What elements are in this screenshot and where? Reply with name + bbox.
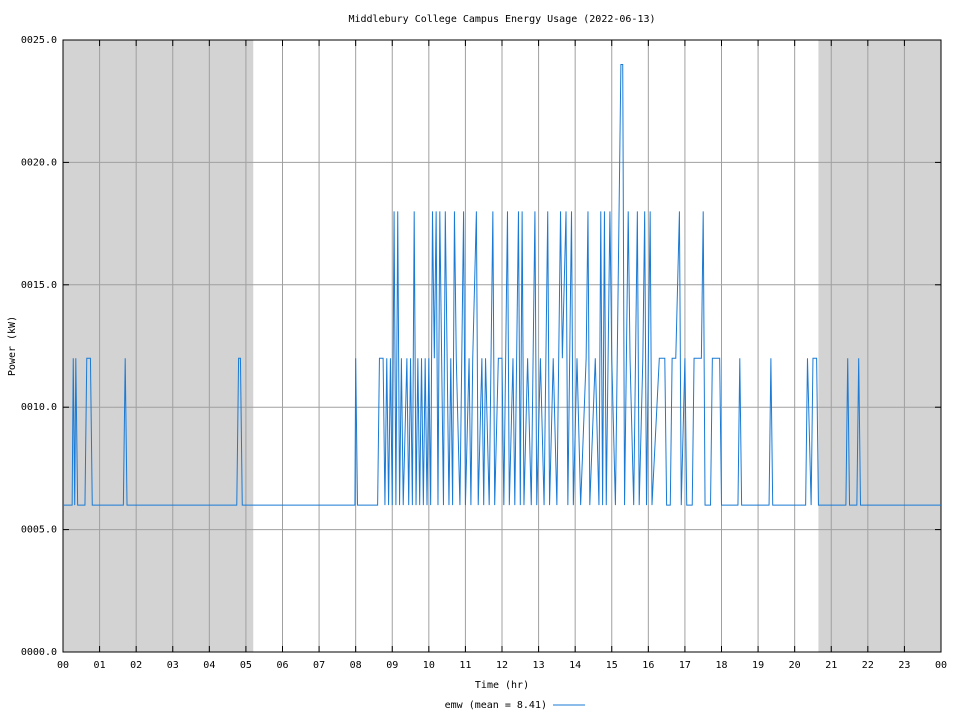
x-tick-label: 04 [203,660,215,671]
shaded-region [63,40,254,652]
x-tick-label: 05 [240,660,252,671]
x-tick-label: 14 [569,660,581,671]
x-tick-label: 23 [898,660,910,671]
x-tick-label: 03 [167,660,179,671]
y-tick-label: 0005.0 [21,525,57,536]
x-tick-label: 19 [752,660,764,671]
x-tick-label: 22 [862,660,874,671]
legend-label: emw (mean = 8.41) [445,700,547,711]
data-line [63,63,941,506]
x-tick-label: 00 [57,660,69,671]
y-axis-label: Power (kW) [7,316,18,376]
y-tick-label: 0010.0 [21,402,57,413]
x-axis-label: Time (hr) [475,680,529,691]
x-tick-label: 11 [459,660,471,671]
shaded-region [818,40,941,652]
plot-frame [62,39,942,653]
x-tick-label: 18 [715,660,727,671]
x-tick-label: 07 [313,660,325,671]
y-tick-label: 0015.0 [21,280,57,291]
x-tick-label: 16 [642,660,654,671]
x-tick-label: 15 [606,660,618,671]
x-tick-label: 02 [130,660,142,671]
x-tick-label: 12 [496,660,508,671]
chart-title: Middlebury College Campus Energy Usage (… [348,14,655,25]
y-tick-label: 0000.0 [21,647,57,658]
x-tick-label: 13 [533,660,545,671]
x-tick-label: 10 [423,660,435,671]
x-tick-label: 00 [935,660,947,671]
x-tick-label: 01 [94,660,106,671]
x-tick-label: 08 [350,660,362,671]
x-tick-label: 21 [825,660,837,671]
x-tick-label: 17 [679,660,691,671]
y-tick-label: 0025.0 [21,35,57,46]
y-tick-label: 0020.0 [21,157,57,168]
x-tick-label: 20 [789,660,801,671]
x-tick-label: 06 [276,660,288,671]
x-tick-label: 09 [386,660,398,671]
